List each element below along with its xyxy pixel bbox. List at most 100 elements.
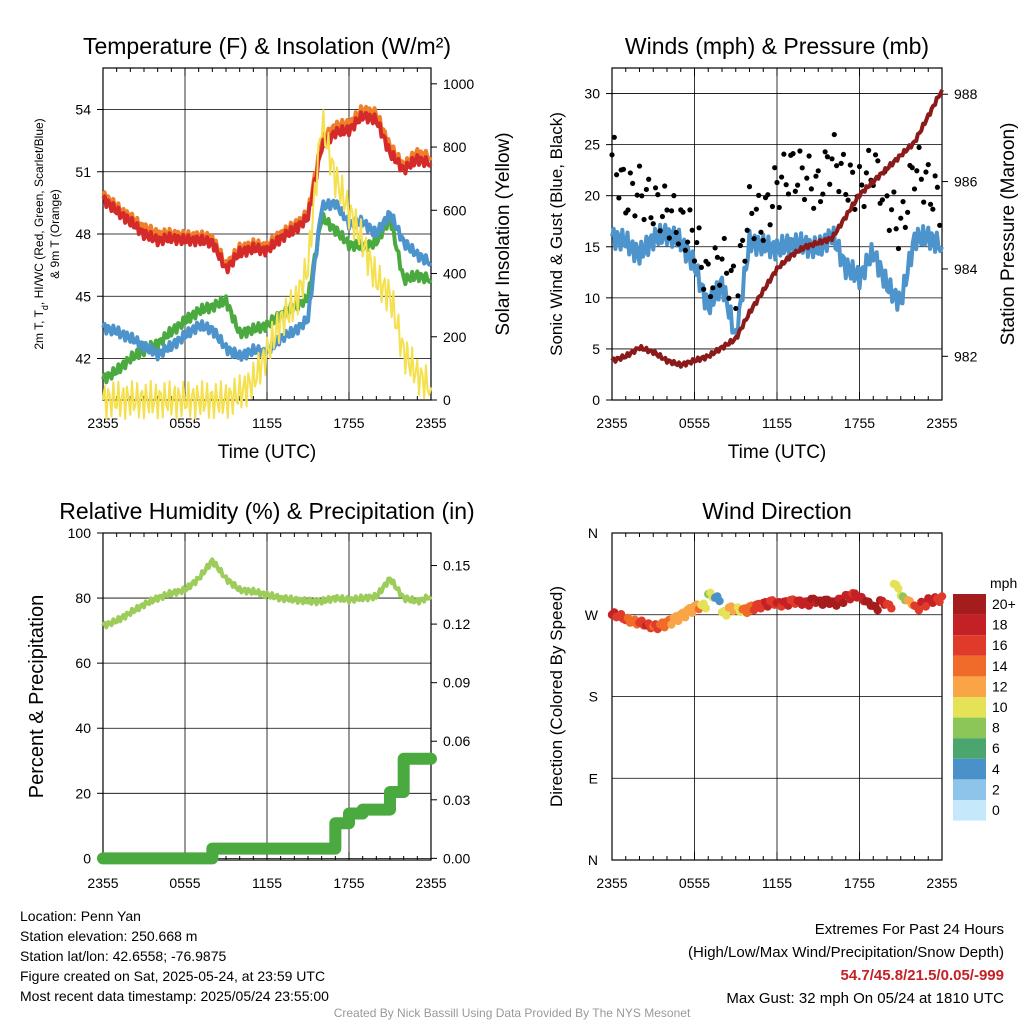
gust-point <box>861 203 867 210</box>
legend-swatch <box>953 655 986 677</box>
y2-axis-label: Station Pressure (Maroon) <box>998 123 1019 346</box>
legend-label: 20+ <box>992 596 1016 612</box>
gust-point <box>756 192 762 198</box>
gust-point <box>916 144 922 150</box>
gust-point <box>918 176 924 182</box>
gust-point <box>655 192 661 198</box>
gust-point <box>664 207 670 213</box>
y-tick-label: 54 <box>75 102 91 118</box>
gust-point <box>785 191 792 197</box>
y-tick-label: 0 <box>83 850 91 866</box>
gust-point <box>909 165 915 171</box>
legend-swatch <box>953 779 986 800</box>
extremes-title: Extremes For Past 24 Hours <box>814 921 1004 938</box>
chart-title: Winds (mph) & Pressure (mb) <box>625 33 929 59</box>
gust-point <box>898 215 904 221</box>
gust-point <box>838 160 844 166</box>
legend-swatch <box>953 758 986 780</box>
y2-tick-label: 0.03 <box>443 792 470 808</box>
gust-point <box>735 293 741 299</box>
direction-point <box>674 616 683 626</box>
chart-title: Wind Direction <box>702 498 852 524</box>
gust-point <box>781 151 787 157</box>
y-tick-label: E <box>589 770 598 786</box>
gust-point <box>811 205 817 211</box>
gust-point <box>845 197 851 203</box>
gust-point <box>611 134 617 140</box>
gust-point <box>616 195 622 201</box>
y-axis-label: Direction (Colored By Speed) <box>547 586 566 807</box>
gust-point <box>630 180 636 187</box>
gust-point <box>728 267 734 274</box>
y2-tick-label: 0.06 <box>443 733 470 749</box>
legend-swatch <box>953 614 986 636</box>
gust-point <box>714 254 721 260</box>
gust-point <box>937 222 943 228</box>
gust-point <box>827 181 833 187</box>
series-line-1 <box>610 222 944 340</box>
y-tick-label: 60 <box>75 655 91 671</box>
x-tick-label: 2355 <box>87 415 118 431</box>
y2-tick-label: 600 <box>443 202 467 218</box>
gust-point <box>790 151 796 157</box>
legend-swatch <box>953 594 986 615</box>
gust-point <box>730 263 737 269</box>
y-tick-label: 25 <box>584 137 600 153</box>
gust-point <box>905 209 911 215</box>
speed-legend: mph 20+ 18 16 14 12 10 8 6 4 2 0 <box>953 575 1017 821</box>
y2-tick-label: 988 <box>954 86 978 102</box>
gust-point <box>900 199 906 205</box>
y2-tick-label: 400 <box>443 266 467 282</box>
legend-label: 10 <box>992 699 1008 715</box>
gust-point <box>769 203 776 210</box>
gust-point <box>675 241 682 247</box>
gust-point <box>662 183 668 189</box>
y2-tick-label: 0.09 <box>443 675 470 691</box>
direction-point <box>687 608 697 617</box>
y2-tick-label: 0 <box>443 392 451 408</box>
gust-point <box>843 191 849 198</box>
gust-point <box>875 158 881 164</box>
direction-point <box>804 601 814 610</box>
gust-point <box>808 186 814 192</box>
gust-point <box>863 170 869 176</box>
gust-point <box>666 235 672 241</box>
y-tick-label: 30 <box>584 86 600 102</box>
station-info: Location: Penn Yan Station elevation: 25… <box>20 906 329 1006</box>
gust-point <box>840 151 847 158</box>
gust-point <box>932 173 938 179</box>
gust-point <box>613 172 620 178</box>
x-tick-label: 0555 <box>679 415 710 431</box>
gust-point <box>746 184 753 190</box>
gust-point <box>891 189 897 195</box>
elevation-text: Station elevation: 250.668 m <box>20 928 198 944</box>
y-tick-label: 51 <box>75 164 91 180</box>
gust-point <box>639 193 645 199</box>
legend-swatch <box>953 717 986 739</box>
legend-label: 8 <box>992 720 1000 736</box>
y-tick-label: 20 <box>584 188 600 204</box>
series-line-2 <box>101 110 433 275</box>
extremes-legend: (High/Low/Max Wind/Precipitation/Snow De… <box>688 944 1004 961</box>
x-tick-label: 2355 <box>415 875 446 891</box>
y-axis-label-line2: & 9m T (Orange) <box>48 189 62 279</box>
legend-swatch <box>953 800 986 821</box>
gust-point <box>813 173 819 179</box>
gust-point <box>927 201 934 207</box>
gust-point <box>836 188 842 195</box>
gust-point <box>657 228 663 234</box>
gust-point <box>671 193 677 199</box>
gust-point <box>792 188 798 194</box>
gust-point <box>648 215 654 221</box>
gust-point <box>817 198 824 205</box>
y2-tick-label: 0.15 <box>443 558 470 574</box>
y2-tick-label: 800 <box>443 139 467 155</box>
gust-point <box>696 225 702 231</box>
y-tick-label: 80 <box>75 590 91 606</box>
x-tick-label: 1755 <box>844 415 875 431</box>
x-tick-label: 1155 <box>762 875 792 891</box>
gust-point <box>685 239 691 245</box>
y2-tick-label: 984 <box>954 261 978 277</box>
gust-point <box>921 199 927 205</box>
gust-point <box>737 242 743 249</box>
